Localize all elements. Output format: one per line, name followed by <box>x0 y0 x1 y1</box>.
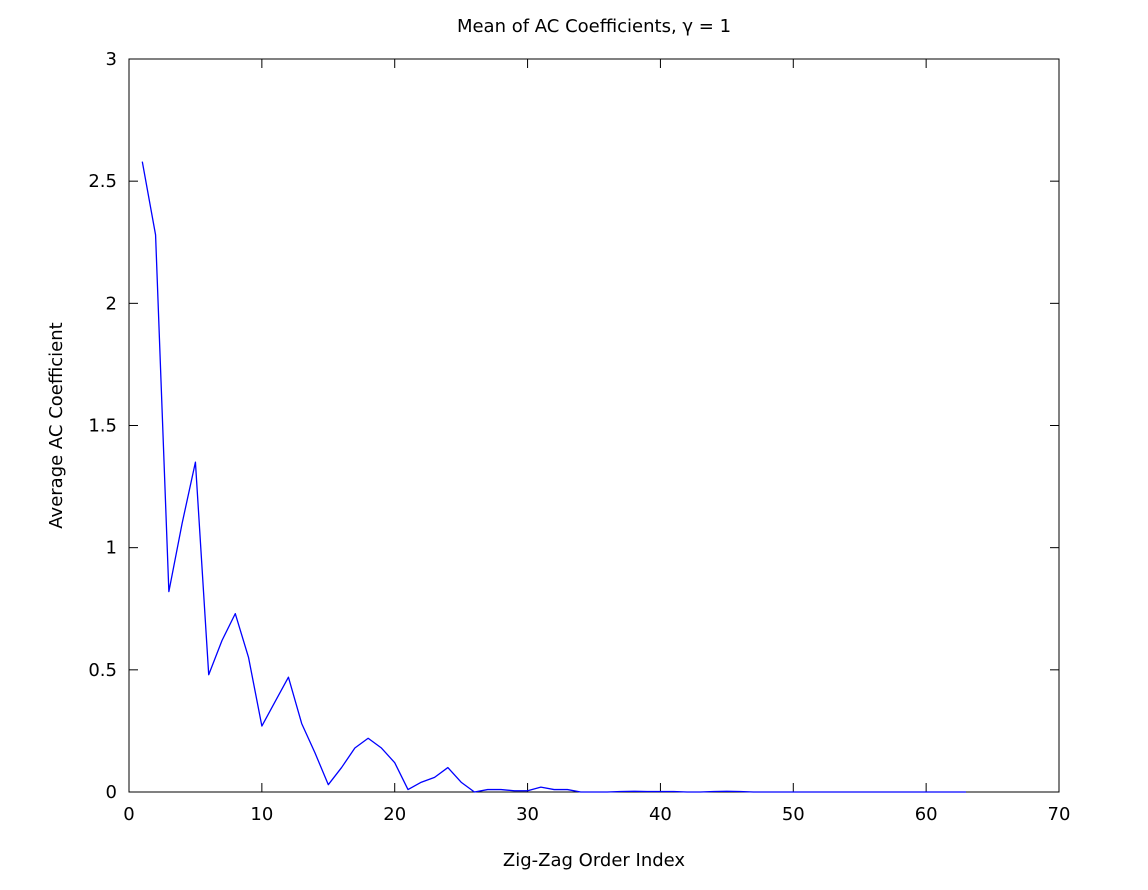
x-tick-label: 0 <box>123 804 134 825</box>
plot-frame <box>128 58 1060 793</box>
x-tick-label: 10 <box>250 804 273 825</box>
x-axis-label: Zig-Zag Order Index <box>503 850 686 871</box>
y-tick-label: 2 <box>106 293 117 314</box>
x-tick-label: 40 <box>649 804 672 825</box>
y-tick-label: 0.5 <box>88 660 117 681</box>
x-tick-label: 60 <box>915 804 938 825</box>
y-tick-label: 1 <box>106 538 117 559</box>
plot-area: 0 10 20 30 40 50 60 70 0 0.5 1 1.5 2 2.5 3 <box>88 49 1070 825</box>
y-tick-label: 1.5 <box>88 416 117 437</box>
x-tick-label: 50 <box>782 804 805 825</box>
y-axis-label: Average AC Coefficient <box>46 322 67 528</box>
y-tick-label: 0 <box>106 782 117 803</box>
chart-title: Mean of AC Coefficients, γ = 1 <box>457 16 731 37</box>
series-line <box>141 161 966 793</box>
x-tick-label: 30 <box>516 804 539 825</box>
y-tick-label: 3 <box>106 49 117 70</box>
y-tick-label: 2.5 <box>88 171 117 192</box>
x-tick-label: 20 <box>383 804 406 825</box>
x-tick-label: 70 <box>1048 804 1071 825</box>
